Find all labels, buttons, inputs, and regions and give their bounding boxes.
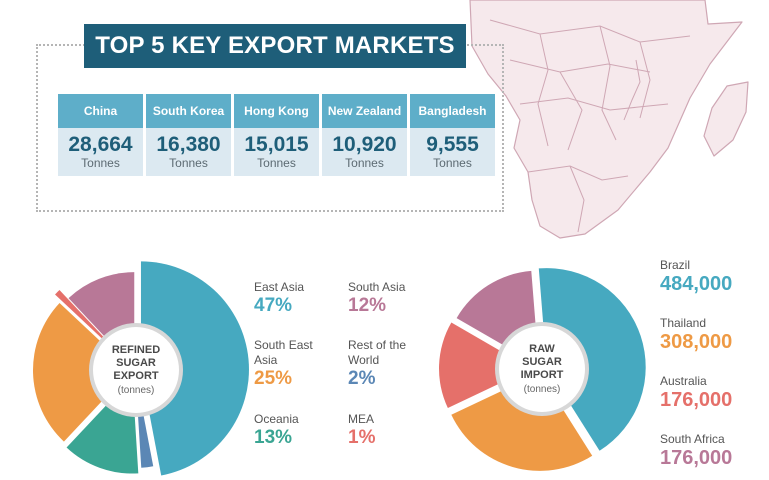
legend-label: Rest of the World <box>348 338 407 367</box>
legend-percent: 13% <box>254 427 293 448</box>
import-value: 308,000 <box>660 331 733 353</box>
pie-slice-east-asia <box>140 261 249 476</box>
market-value: 28,664 <box>68 133 133 156</box>
legend-label: East Asia <box>254 280 305 294</box>
market-card: Hong Kong 15,015 Tonnes <box>234 94 319 176</box>
market-country: Bangladesh <box>410 94 495 128</box>
legend-percent: 1% <box>348 427 376 448</box>
import-label: South Africa <box>660 432 725 446</box>
legend-label: MEA <box>348 412 375 426</box>
legend-percent: 47% <box>254 295 293 316</box>
market-unit: Tonnes <box>257 156 296 170</box>
market-body: 10,920 Tonnes <box>322 128 407 176</box>
market-value: 16,380 <box>156 133 221 156</box>
import-item: Brazil 484,000 <box>660 258 732 295</box>
market-body: 28,664 Tonnes <box>58 128 143 176</box>
legend-percent: 25% <box>254 368 293 389</box>
market-body: 9,555 Tonnes <box>410 128 495 176</box>
legend-item: South Asia 12% <box>348 280 428 317</box>
legend-item: Oceania 13% <box>254 412 334 449</box>
refined-center-label: REFINED SUGAR EXPORT (tonnes) <box>93 327 179 413</box>
market-country: China <box>58 94 143 128</box>
market-card: New Zealand 10,920 Tonnes <box>322 94 407 176</box>
center-title-line: EXPORT <box>113 369 159 382</box>
center-title-line: REFINED <box>111 343 161 356</box>
legend-item: Rest of the World 2% <box>348 338 420 390</box>
import-value: 484,000 <box>660 273 733 295</box>
center-unit: (tonnes) <box>523 383 561 395</box>
market-card: Bangladesh 9,555 Tonnes <box>410 94 495 176</box>
legend-percent: 2% <box>348 368 376 389</box>
raw-center-label: RAW SUGAR IMPORT (tonnes) <box>499 326 585 412</box>
market-card: South Korea 16,380 Tonnes <box>146 94 231 176</box>
legend-item: South East Asia 25% <box>254 338 326 390</box>
market-body: 16,380 Tonnes <box>146 128 231 176</box>
import-item: South Africa 176,000 <box>660 432 732 469</box>
market-body: 15,015 Tonnes <box>234 128 319 176</box>
legend-label: Oceania <box>254 412 299 426</box>
pie-slice-thailand <box>451 372 593 471</box>
center-title-line: SUGAR <box>116 356 156 369</box>
pie-slice-brazil <box>538 268 646 451</box>
market-unit: Tonnes <box>169 156 208 170</box>
legend-item: MEA 1% <box>348 412 428 449</box>
legend-item: East Asia 47% <box>254 280 334 317</box>
pie-slice-south-east-asia <box>33 303 132 442</box>
center-title-line: IMPORT <box>520 368 564 381</box>
market-value: 9,555 <box>426 133 479 156</box>
import-value: 176,000 <box>660 389 733 411</box>
pie-slice-australia <box>439 322 532 408</box>
market-country: Hong Kong <box>234 94 319 128</box>
export-markets-table: China 28,664 Tonnes South Korea 16,380 T… <box>58 94 495 176</box>
page-title: TOP 5 KEY EXPORT MARKETS <box>84 24 466 68</box>
market-value: 15,015 <box>244 133 309 156</box>
market-unit: Tonnes <box>81 156 120 170</box>
market-unit: Tonnes <box>345 156 384 170</box>
import-label: Brazil <box>660 258 691 272</box>
legend-label: South East Asia <box>254 338 313 367</box>
market-value: 10,920 <box>332 133 397 156</box>
import-item: Thailand 308,000 <box>660 316 732 353</box>
import-item: Australia 176,000 <box>660 374 732 411</box>
center-title-line: RAW <box>529 342 555 355</box>
import-label: Australia <box>660 374 707 388</box>
legend-percent: 12% <box>348 295 387 316</box>
market-country: New Zealand <box>322 94 407 128</box>
center-unit: (tonnes) <box>117 384 155 396</box>
legend-label: South Asia <box>348 280 406 294</box>
market-card: China 28,664 Tonnes <box>58 94 143 176</box>
market-unit: Tonnes <box>433 156 472 170</box>
center-title-line: SUGAR <box>522 355 562 368</box>
market-country: South Korea <box>146 94 231 128</box>
import-value: 176,000 <box>660 447 733 469</box>
import-label: Thailand <box>660 316 707 330</box>
